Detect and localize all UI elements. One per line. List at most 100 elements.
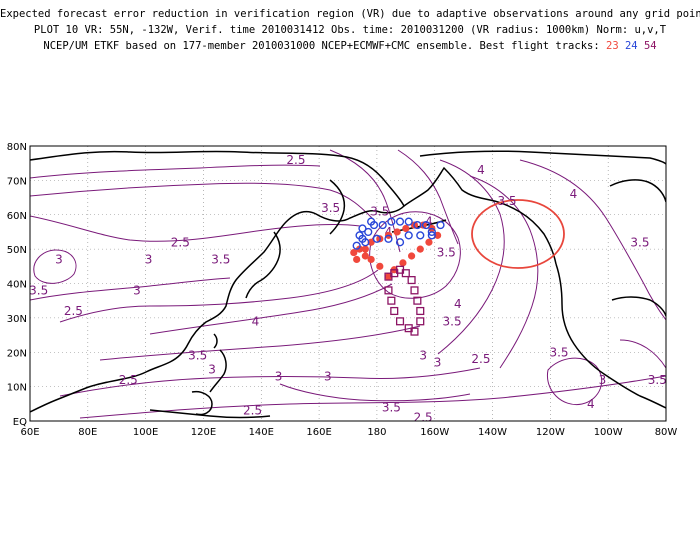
contour-value-label: 3.5 <box>437 246 456 260</box>
contour-value-label: 3 <box>324 369 332 383</box>
contour-line <box>59 269 379 323</box>
contour-line <box>397 149 459 245</box>
track-24-point <box>355 231 364 240</box>
contour-value-label: 3.5 <box>211 252 230 266</box>
flight-tracks <box>350 217 445 336</box>
track-24-point <box>364 227 373 237</box>
track-54-point <box>387 296 396 305</box>
contour-line <box>30 277 231 301</box>
map-frame <box>29 145 667 422</box>
track-24-point <box>395 217 405 226</box>
contour-value-label: 3 <box>208 362 216 376</box>
lat-tick-label: 10N <box>7 383 27 394</box>
contour-value-label: 4 <box>425 215 433 229</box>
track-54-point <box>407 276 416 285</box>
header-line-2: PLOT 10 VR: 55N, -132W, Verif. time 2010… <box>33 24 667 36</box>
track-54-point <box>390 269 399 278</box>
lon-tick-label: 80E <box>78 427 97 438</box>
contour-line <box>149 283 393 335</box>
lat-tick-label: 80N <box>7 142 27 153</box>
track-23-label: 23 <box>606 40 619 52</box>
track-54-point <box>413 296 422 305</box>
lat-tick-label: 20N <box>7 348 27 359</box>
track-24-point <box>404 231 413 240</box>
track-54-point <box>410 286 419 295</box>
verification-region <box>471 199 565 269</box>
asia-coast <box>30 150 405 413</box>
contour-line <box>546 357 603 406</box>
contour-value-label: 3.5 <box>443 314 462 328</box>
contour-value-label: 3 <box>275 369 283 383</box>
track-23-point <box>361 252 369 260</box>
contour-value-label: 2.5 <box>414 411 433 425</box>
contour-line <box>79 375 666 419</box>
track-23-point <box>393 228 401 236</box>
lon-tick-label: 100W <box>594 427 623 438</box>
indonesia-coast <box>149 409 271 419</box>
track-24-point <box>416 231 425 240</box>
track-24-point <box>358 224 367 233</box>
lon-tick-label: 120W <box>536 427 565 438</box>
contour-line <box>30 164 321 179</box>
header-line-3-text: NCEP/UM ETKF based on 177-member 2010031… <box>43 40 600 52</box>
track-24-point <box>367 217 376 226</box>
lat-tick-label: 70N <box>7 176 27 187</box>
contour-line <box>99 325 421 361</box>
contour-value-label: 4 <box>587 397 595 411</box>
contour-value-label: 4 <box>570 187 578 201</box>
track-23-point <box>367 255 375 264</box>
track-23-point <box>367 238 375 246</box>
lat-tick-label: EQ <box>13 417 27 428</box>
contour-value-label: 3.5 <box>321 201 340 215</box>
track-24-point <box>395 238 405 247</box>
contour-line <box>33 249 77 284</box>
track-54-point <box>390 306 399 316</box>
track-54-label: 54 <box>643 40 657 52</box>
contour-value-label: 3 <box>434 356 442 370</box>
contour-value-label: 2.5 <box>171 235 190 249</box>
lon-tick-label: 100E <box>133 427 158 438</box>
lat-tick-label: 40N <box>7 280 27 291</box>
track-24-point <box>361 238 370 247</box>
track-23-point <box>353 255 361 264</box>
track-24-point <box>404 217 413 226</box>
contour-value-label: 3.5 <box>630 235 649 249</box>
contour-value-label: 3 <box>145 252 153 266</box>
track-24-label: 24 <box>624 40 638 52</box>
contour-line <box>619 339 666 369</box>
contour-line <box>59 367 481 397</box>
track-54-point <box>416 306 425 316</box>
lon-tick-label: 80W <box>655 427 678 438</box>
lat-tick-label: 50N <box>7 245 27 256</box>
track-54-point <box>395 317 405 326</box>
lon-tick-label: 60E <box>20 427 39 438</box>
contour-value-label: 3.5 <box>370 204 389 218</box>
track-24-point <box>427 231 436 240</box>
header-line-1: Expected forecast error reduction in ver… <box>0 8 700 20</box>
track-23-point <box>425 238 433 246</box>
track-24-point <box>378 220 387 230</box>
alaska-coast <box>403 166 557 265</box>
contour-value-label: 3.5 <box>549 345 568 359</box>
contour-value-label: 3.5 <box>648 373 667 387</box>
contour-value-label: 3.5 <box>29 283 48 297</box>
track-23-point <box>416 245 424 253</box>
track-23-point <box>434 231 442 239</box>
gulf-coast <box>611 296 666 317</box>
header-line-3: NCEP/UM ETKF based on 177-member 2010031… <box>0 40 700 52</box>
north-america-coast <box>555 263 666 409</box>
contour-value-label: 3 <box>599 373 607 387</box>
lat-tick-label: 30N <box>7 314 27 325</box>
hudson-coast <box>609 179 666 203</box>
contour-value-label: 2.5 <box>119 373 138 387</box>
track-23-point <box>408 252 416 260</box>
track-24-point <box>427 227 436 237</box>
lon-tick-label: 160E <box>306 427 331 438</box>
lon-tick-label: 140E <box>249 427 274 438</box>
contour-value-label: 2.5 <box>64 304 83 318</box>
track-24-point <box>372 234 382 243</box>
track-23-point <box>376 262 384 270</box>
track-24-point <box>387 217 396 226</box>
contour-value-label: 3 <box>133 283 141 297</box>
